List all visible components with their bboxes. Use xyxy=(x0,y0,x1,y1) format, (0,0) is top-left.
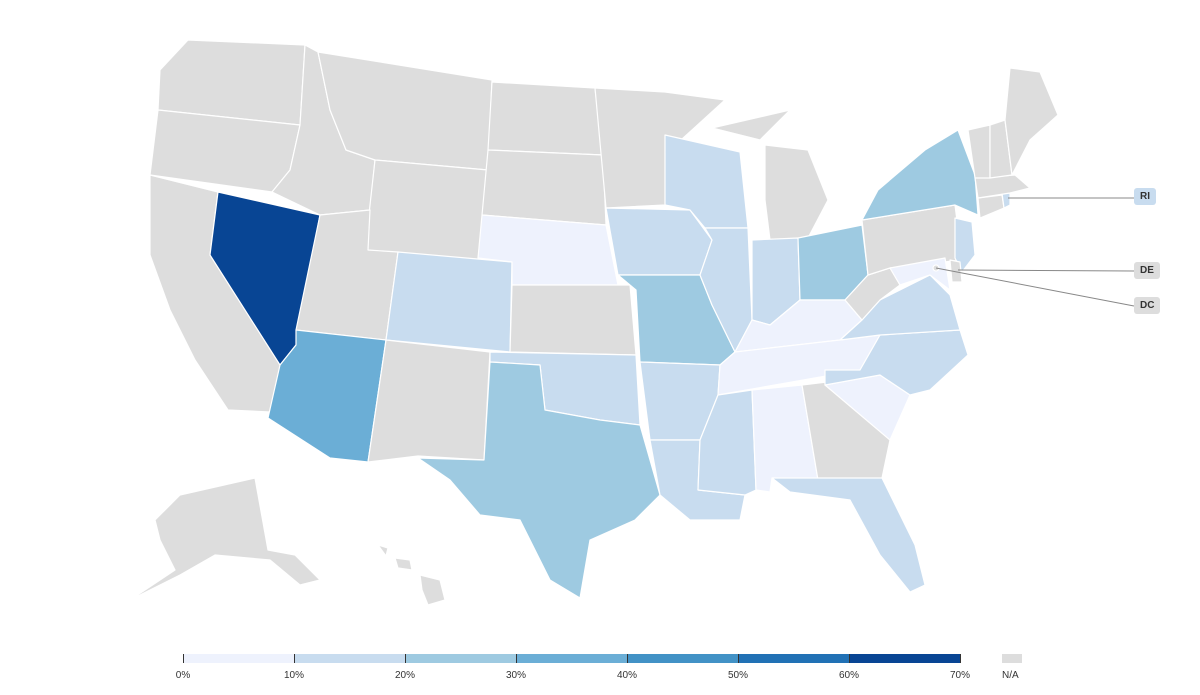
callout-line-de xyxy=(957,269,1135,272)
legend-tick xyxy=(960,654,961,663)
legend-na-swatch xyxy=(1002,654,1022,663)
legend-na-label: N/A xyxy=(1002,670,1019,681)
legend-swatch-3 xyxy=(516,654,627,663)
state-ak[interactable] xyxy=(129,477,321,601)
legend-label-10: 10% xyxy=(283,670,305,681)
state-nd[interactable] xyxy=(487,81,604,156)
state-il[interactable] xyxy=(699,227,753,353)
state-me[interactable] xyxy=(1004,67,1059,176)
state-sd[interactable] xyxy=(481,149,607,226)
legend-label-40: 40% xyxy=(616,670,638,681)
legend-label-50: 50% xyxy=(727,670,749,681)
callout-ri[interactable]: RI xyxy=(1134,188,1156,205)
legend-tick xyxy=(849,654,850,663)
legend-label-60: 60% xyxy=(838,670,860,681)
legend-swatch-2 xyxy=(405,654,516,663)
state-nc[interactable] xyxy=(824,329,969,396)
state-nm[interactable] xyxy=(367,339,491,463)
legend-label-30: 30% xyxy=(505,670,527,681)
state-or[interactable] xyxy=(149,109,301,193)
state-de[interactable] xyxy=(949,259,963,283)
legend-tick xyxy=(183,654,184,663)
color-legend: 0% 10% 20% 30% 40% 50% 60% 70% N/A xyxy=(0,648,1200,695)
state-wy[interactable] xyxy=(364,159,489,261)
state-hi[interactable] xyxy=(377,544,446,606)
state-tx[interactable] xyxy=(417,361,661,599)
us-choropleth-map xyxy=(129,39,1135,606)
callout-dc[interactable]: DC xyxy=(1134,297,1161,314)
legend-label-0: 0% xyxy=(175,670,191,681)
legend-tick xyxy=(738,654,739,663)
legend-swatch-0 xyxy=(183,654,294,663)
legend-tick xyxy=(627,654,628,663)
legend-label-20: 20% xyxy=(394,670,416,681)
state-ks[interactable] xyxy=(509,284,637,356)
state-ri[interactable] xyxy=(1001,192,1011,209)
legend-swatch-6 xyxy=(849,654,960,663)
legend-tick xyxy=(294,654,295,663)
state-nj[interactable] xyxy=(954,217,976,273)
state-ct[interactable] xyxy=(977,194,1005,219)
callout-line-dc xyxy=(935,267,1135,307)
legend-tick xyxy=(516,654,517,663)
legend-swatch-5 xyxy=(738,654,849,663)
legend-tick xyxy=(405,654,406,663)
state-co[interactable] xyxy=(385,251,513,353)
legend-swatch-4 xyxy=(627,654,738,663)
legend-label-70: 70% xyxy=(949,670,971,681)
callout-de[interactable]: DE xyxy=(1134,262,1160,279)
state-ny[interactable] xyxy=(861,129,979,221)
legend-swatch-1 xyxy=(294,654,405,663)
state-fl[interactable] xyxy=(771,477,926,593)
